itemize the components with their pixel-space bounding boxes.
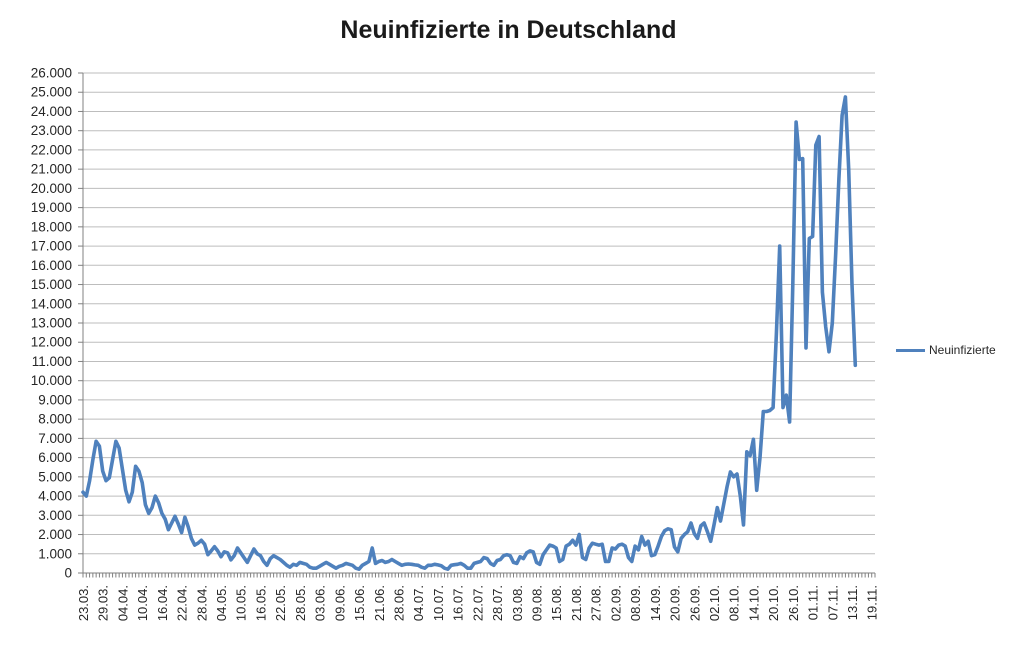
- x-tick-label: 09.06.: [332, 585, 347, 621]
- y-tick-label: 20.000: [31, 181, 72, 196]
- y-tick-label: 10.000: [31, 373, 72, 388]
- x-tick-label: 22.07.: [470, 585, 485, 621]
- x-tick-label: 26.09.: [687, 585, 702, 621]
- x-tick-label: 27.08.: [589, 585, 604, 621]
- x-tick-label: 14.10.: [746, 585, 761, 621]
- y-tick-label: 4.000: [38, 489, 72, 504]
- y-tick-label: 12.000: [31, 335, 72, 350]
- y-tick-label: 9.000: [38, 392, 72, 407]
- y-tick-label: 6.000: [38, 450, 72, 465]
- y-tick-label: 3.000: [38, 508, 72, 523]
- y-tick-label: 17.000: [31, 239, 72, 254]
- x-tick-label: 21.08.: [569, 585, 584, 621]
- x-tick-label: 09.08.: [530, 585, 545, 621]
- y-tick-label: 26.000: [31, 66, 72, 81]
- x-tick-label: 10.07.: [431, 585, 446, 621]
- y-tick-label: 25.000: [31, 85, 72, 100]
- y-tick-label: 0: [64, 566, 72, 581]
- x-tick-label: 14.09.: [648, 585, 663, 621]
- y-tick-label: 2.000: [38, 527, 72, 542]
- x-tick-label: 28.06.: [391, 585, 406, 621]
- y-tick-label: 22.000: [31, 142, 72, 157]
- y-tick-label: 11.000: [32, 354, 72, 369]
- x-tick-label: 03.06.: [313, 585, 328, 621]
- x-tick-label: 04.07.: [411, 585, 426, 621]
- y-axis-ticks: [78, 72, 83, 574]
- y-tick-label: 16.000: [31, 258, 72, 273]
- legend-line-swatch: [896, 348, 925, 352]
- x-tick-label: 13.11.: [845, 585, 860, 620]
- x-axis-labels: 23.03. 29.03. 04.04. 10.04. 16.04. 22.04. 28.0…: [76, 585, 880, 621]
- x-tick-label: 15.06.: [352, 585, 367, 621]
- x-tick-label: 16.04.: [155, 585, 170, 621]
- x-tick-label: 16.07.: [451, 585, 466, 621]
- y-tick-label: 15.000: [31, 277, 72, 292]
- x-tick-label: 26.10.: [786, 585, 801, 621]
- x-tick-label: 02.09.: [608, 585, 623, 621]
- x-tick-label: 19.11.: [865, 585, 880, 620]
- y-tick-label: 18.000: [31, 219, 72, 234]
- legend: Neuinfizierte: [896, 343, 996, 357]
- y-tick-label: 24.000: [31, 104, 72, 119]
- x-tick-label: 22.05.: [273, 585, 288, 621]
- x-tick-label: 20.10.: [766, 585, 781, 621]
- x-tick-label: 02.10.: [707, 585, 722, 621]
- y-tick-label: 14.000: [31, 296, 72, 311]
- x-axis-tick-marks: [82, 573, 876, 578]
- chart-title: Neuinfizierte in Deutschland: [340, 16, 677, 44]
- x-tick-label: 03.08.: [510, 585, 525, 621]
- legend-label: Neuinfizierte: [929, 343, 996, 357]
- x-tick-label: 28.04.: [194, 585, 209, 621]
- x-tick-label: 23.03.: [76, 585, 91, 621]
- x-tick-label: 29.03.: [96, 585, 111, 621]
- y-tick-label: 19.000: [31, 200, 72, 215]
- x-tick-label: 08.09.: [628, 585, 643, 621]
- y-gridlines: [83, 72, 875, 555]
- x-tick-label: 04.04.: [115, 585, 130, 621]
- x-tick-label: 22.04.: [175, 585, 190, 621]
- y-tick-label: 1.000: [38, 546, 72, 561]
- x-tick-label: 16.05.: [253, 585, 268, 621]
- series-line-neuinfizierte: [81, 95, 858, 572]
- x-tick-label: 04.05.: [214, 585, 229, 621]
- y-tick-label: 13.000: [31, 316, 72, 331]
- x-tick-label: 28.07.: [490, 585, 505, 621]
- x-tick-label: 15.08.: [549, 585, 564, 621]
- y-axis-labels: 26.000 25.000 24.000 23.000 22.000 21.000 20.0…: [31, 66, 72, 581]
- x-tick-label: 10.05.: [234, 585, 249, 621]
- y-tick-label: 23.000: [31, 123, 72, 138]
- y-tick-label: 8.000: [38, 412, 72, 427]
- y-tick-label: 21.000: [31, 162, 72, 177]
- x-tick-label: 01.11.: [806, 585, 821, 620]
- y-tick-label: 7.000: [38, 431, 72, 446]
- x-tick-label: 10.04.: [135, 585, 150, 621]
- y-tick-label: 5.000: [38, 469, 72, 484]
- x-tick-label: 07.11.: [825, 585, 840, 620]
- x-tick-label: 08.10.: [727, 585, 742, 621]
- x-tick-label: 20.09.: [668, 585, 683, 621]
- x-tick-label: 21.06.: [372, 585, 387, 621]
- x-tick-label: 28.05.: [293, 585, 308, 621]
